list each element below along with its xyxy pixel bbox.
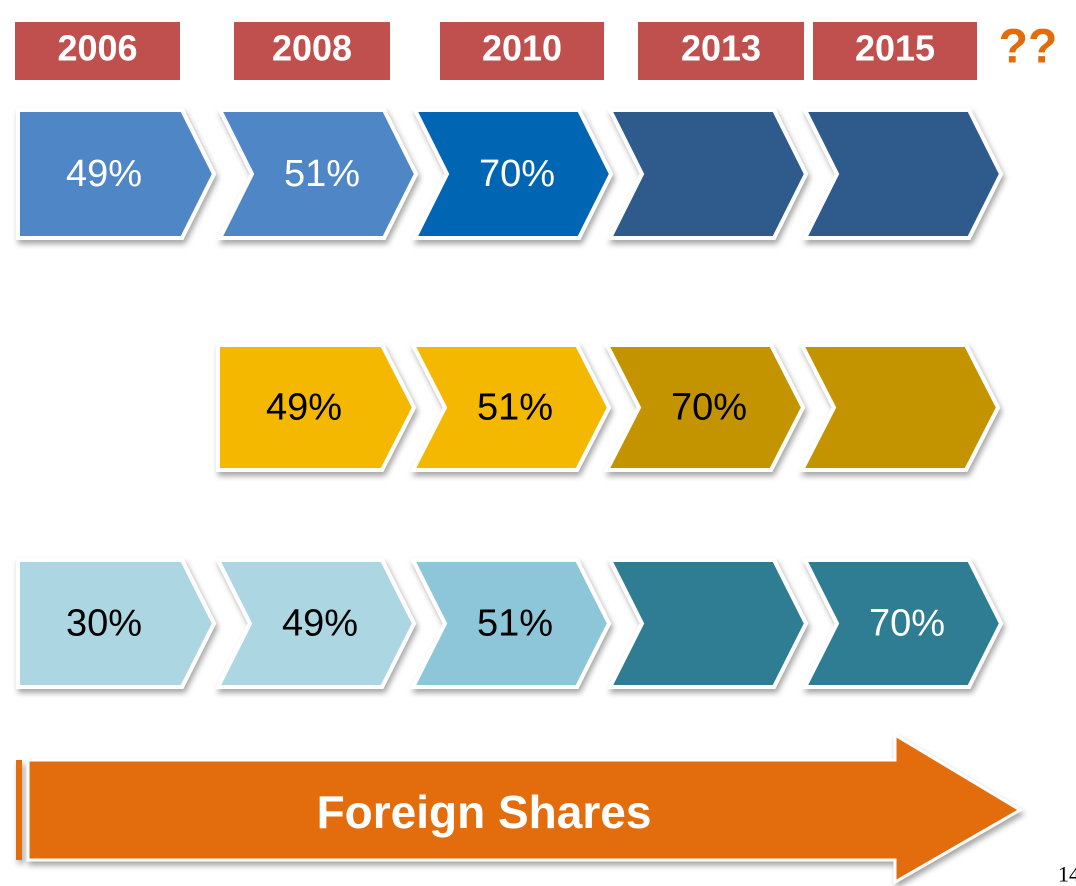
chevron: [798, 343, 1001, 472]
chevron: [16, 108, 217, 240]
arrow-body: [26, 732, 1023, 885]
chevron-label: 49%: [66, 153, 142, 195]
chevron: [216, 343, 417, 472]
chevron-label: 49%: [266, 387, 342, 429]
arrow-tail-bar: [16, 760, 22, 860]
chevron-label: 51%: [477, 603, 553, 645]
year-box: [234, 22, 390, 80]
chevron: [409, 558, 612, 689]
chevron: [801, 108, 1004, 240]
chevron-label: 70%: [869, 603, 945, 645]
chevron-label: 49%: [282, 603, 358, 645]
year-box: [440, 22, 604, 80]
chevron-label: 51%: [477, 387, 553, 429]
chevron-rows: 49% 51% 70% 49% 51% 70% 30% 49% 51% 70%: [16, 108, 1004, 689]
year-label: 2010: [482, 28, 562, 69]
year-label: 2013: [681, 28, 761, 69]
chevron: [603, 343, 806, 472]
year-label: 2015: [855, 28, 935, 69]
foreign-shares-arrow: [16, 732, 1023, 885]
question-marks: ??: [999, 21, 1058, 74]
chevron-label: 70%: [671, 387, 747, 429]
chevron: [409, 343, 612, 472]
chevron: [801, 558, 1004, 689]
year-label: 2006: [57, 28, 137, 69]
chevron-label: 51%: [284, 153, 360, 195]
chevron: [411, 108, 614, 240]
year-label: 2008: [272, 28, 352, 69]
chevron-label: 30%: [66, 603, 142, 645]
arrow-label: Foreign Shares: [317, 786, 652, 838]
chevron: [216, 108, 419, 240]
chevron: [606, 108, 809, 240]
year-box: [15, 22, 180, 80]
chevron: [16, 558, 217, 689]
chevron-label: 70%: [479, 153, 555, 195]
page-number: 14: [1058, 862, 1076, 886]
year-box: [638, 22, 804, 80]
chevron: [606, 558, 809, 689]
year-labels: 2006 2008 2010 2013 2015: [15, 22, 977, 80]
year-box: [813, 22, 977, 80]
chevron: [214, 558, 417, 689]
